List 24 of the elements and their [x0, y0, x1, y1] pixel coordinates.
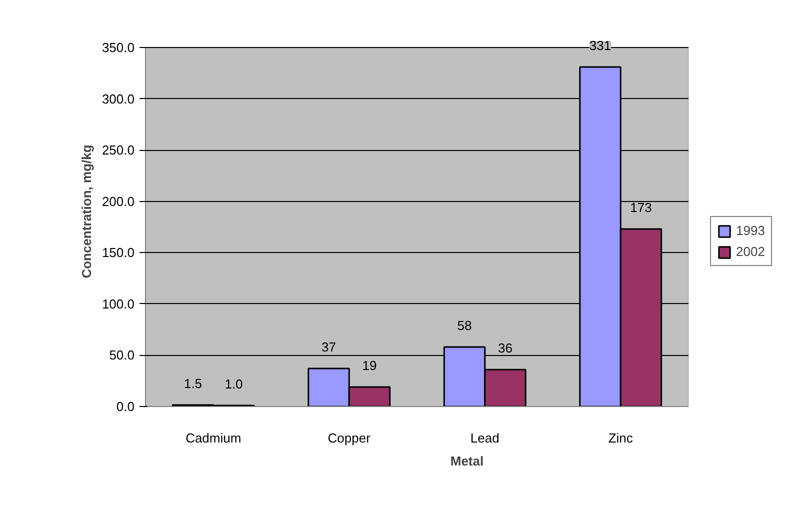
data-label: 37 — [322, 340, 336, 355]
data-label: 1.0 — [224, 376, 243, 392]
legend-label: 2002 — [736, 244, 765, 259]
x-tick-label: Zinc — [608, 430, 634, 446]
y-tick-label: 0.0 — [116, 399, 135, 414]
data-label: 19 — [362, 358, 377, 374]
y-axis-title: Concentration, mg/kg — [78, 144, 94, 278]
data-label: 36 — [498, 340, 512, 356]
data-label: 173 — [630, 200, 652, 216]
x-axis-title: Metal — [450, 454, 484, 468]
y-tick-label: 250.0 — [102, 142, 135, 158]
data-label: 331 — [589, 38, 612, 53]
x-tick-label: Copper — [328, 430, 372, 446]
y-tick-label: 200.0 — [102, 194, 135, 209]
y-tick-label: 300.0 — [102, 91, 135, 106]
data-label: 58 — [457, 318, 472, 334]
x-tick-label: Cadmium — [186, 430, 242, 446]
data-label: 1.5 — [184, 376, 202, 391]
y-tick-label: 50.0 — [109, 348, 135, 363]
y-tick-label: 100.0 — [102, 296, 135, 312]
y-tick-label: 350.0 — [102, 40, 135, 55]
legend-label: 1993 — [736, 223, 765, 238]
y-tick-label: 150.0 — [102, 245, 135, 260]
x-tick-label: Lead — [470, 430, 500, 446]
